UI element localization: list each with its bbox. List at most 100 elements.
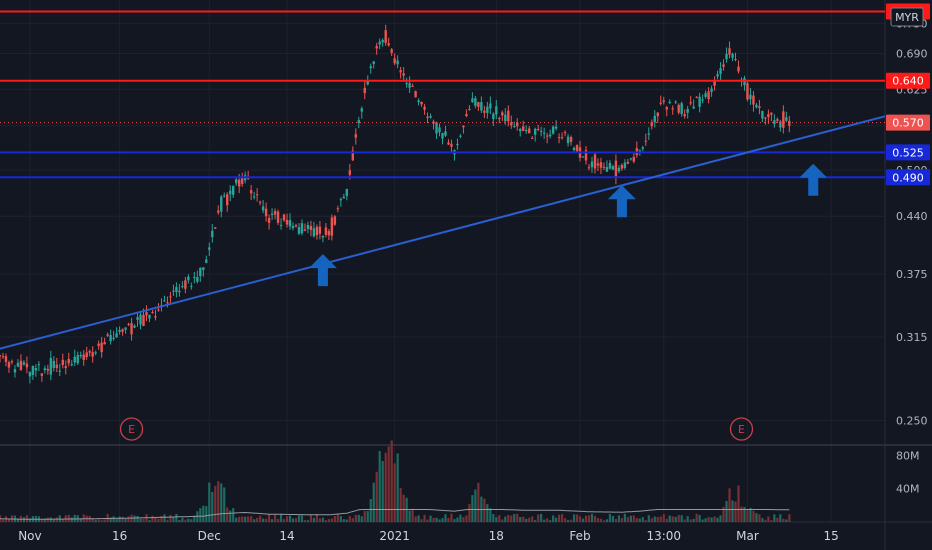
candle-body [211,230,214,238]
candle-body [276,211,280,223]
volume-bar [653,516,656,522]
volume-bar [558,514,561,522]
candle-body [34,367,38,371]
volume-bar [61,519,64,522]
volume-bar [103,519,106,522]
candle-body [719,68,722,74]
volume-bar [294,518,298,522]
candle-body [13,369,17,373]
trendline-group [0,115,886,350]
volume-bar [136,515,139,522]
candle-body [483,110,486,113]
price-tick-label: 0.440 [896,210,928,223]
volume-bar [459,514,462,522]
volume-bar [578,516,582,522]
volume-bar [139,518,142,522]
svg-text:0.570: 0.570 [892,117,924,130]
earnings-e-icon[interactable]: E [119,417,144,441]
volume-bar [587,515,591,522]
candle-body [465,114,468,117]
candle-body [282,214,286,221]
candle-body [387,43,390,46]
candle-body [285,219,289,225]
volume-bar [761,518,764,522]
candle-body [139,314,142,325]
volume-bar [16,518,20,522]
candle-body [707,91,710,100]
candle-body [617,167,621,172]
candle-body [148,314,151,319]
candle-body [378,41,381,45]
candle-body [644,140,648,142]
earnings-e-icon[interactable]: E [729,417,754,441]
volume-bar [785,519,788,522]
candle-body [255,194,259,196]
candle-body [55,364,59,368]
volume-bar [187,518,190,522]
candle-body [82,354,85,360]
price-tick-label: 0.690 [896,47,928,60]
volume-bar [510,515,513,522]
candle-body [112,337,115,339]
volume-bar [202,505,205,522]
time-tick-label: 16 [112,529,127,543]
support-price-tag: 0.525 [886,144,930,161]
candle-body [599,162,603,168]
volume-bar [229,510,232,522]
candle-body [581,156,585,158]
candle-body [312,228,316,237]
candle-body [133,325,136,328]
candle-body [4,356,8,362]
volume-bar [142,518,145,522]
volume-bar [390,440,393,522]
candle-body [115,333,118,338]
price-tick-label: 0.375 [896,268,928,281]
candle-body [381,40,384,43]
candle-body [674,101,677,103]
volume-bar [770,520,773,522]
candle-body [214,227,217,229]
candle-body [106,334,109,336]
volume-bar [393,463,396,522]
volume-bar [555,517,558,522]
candle-body [372,61,375,64]
volume-bar [572,514,576,522]
candle-body [220,196,223,212]
candle-body [7,362,11,368]
volume-bar [528,517,531,522]
volume-bar [605,519,609,522]
volume-bar [543,519,546,522]
volume-bar [133,515,136,522]
volume-bar [279,513,283,522]
candle-body [157,309,160,311]
candle-body [471,98,474,103]
trendline[interactable] [0,115,886,350]
candle-body [94,352,97,354]
volume-bar [552,515,555,522]
candle-body [746,83,749,100]
candle-body [88,351,91,353]
candle-body [360,108,363,112]
currency-badge[interactable]: MYR [890,7,924,27]
candle-body [202,267,205,270]
candle-body [327,231,331,236]
candle-body [246,177,250,179]
volume-bar [166,519,169,522]
candle-body [641,147,645,149]
candle-body [758,106,761,109]
candle-body [297,227,301,234]
volume-bar [566,520,570,522]
volume-bar [291,518,295,522]
candle-body [462,125,465,128]
candle-body [291,225,295,229]
candle-body [686,108,689,113]
candle-body [408,83,411,88]
volume-bar [402,494,405,522]
candle-body [513,125,516,127]
volume-bar [327,519,330,522]
candle-body [539,131,543,133]
candle-body [572,147,576,151]
volume-bar [154,517,157,522]
volume-bar [686,516,689,522]
